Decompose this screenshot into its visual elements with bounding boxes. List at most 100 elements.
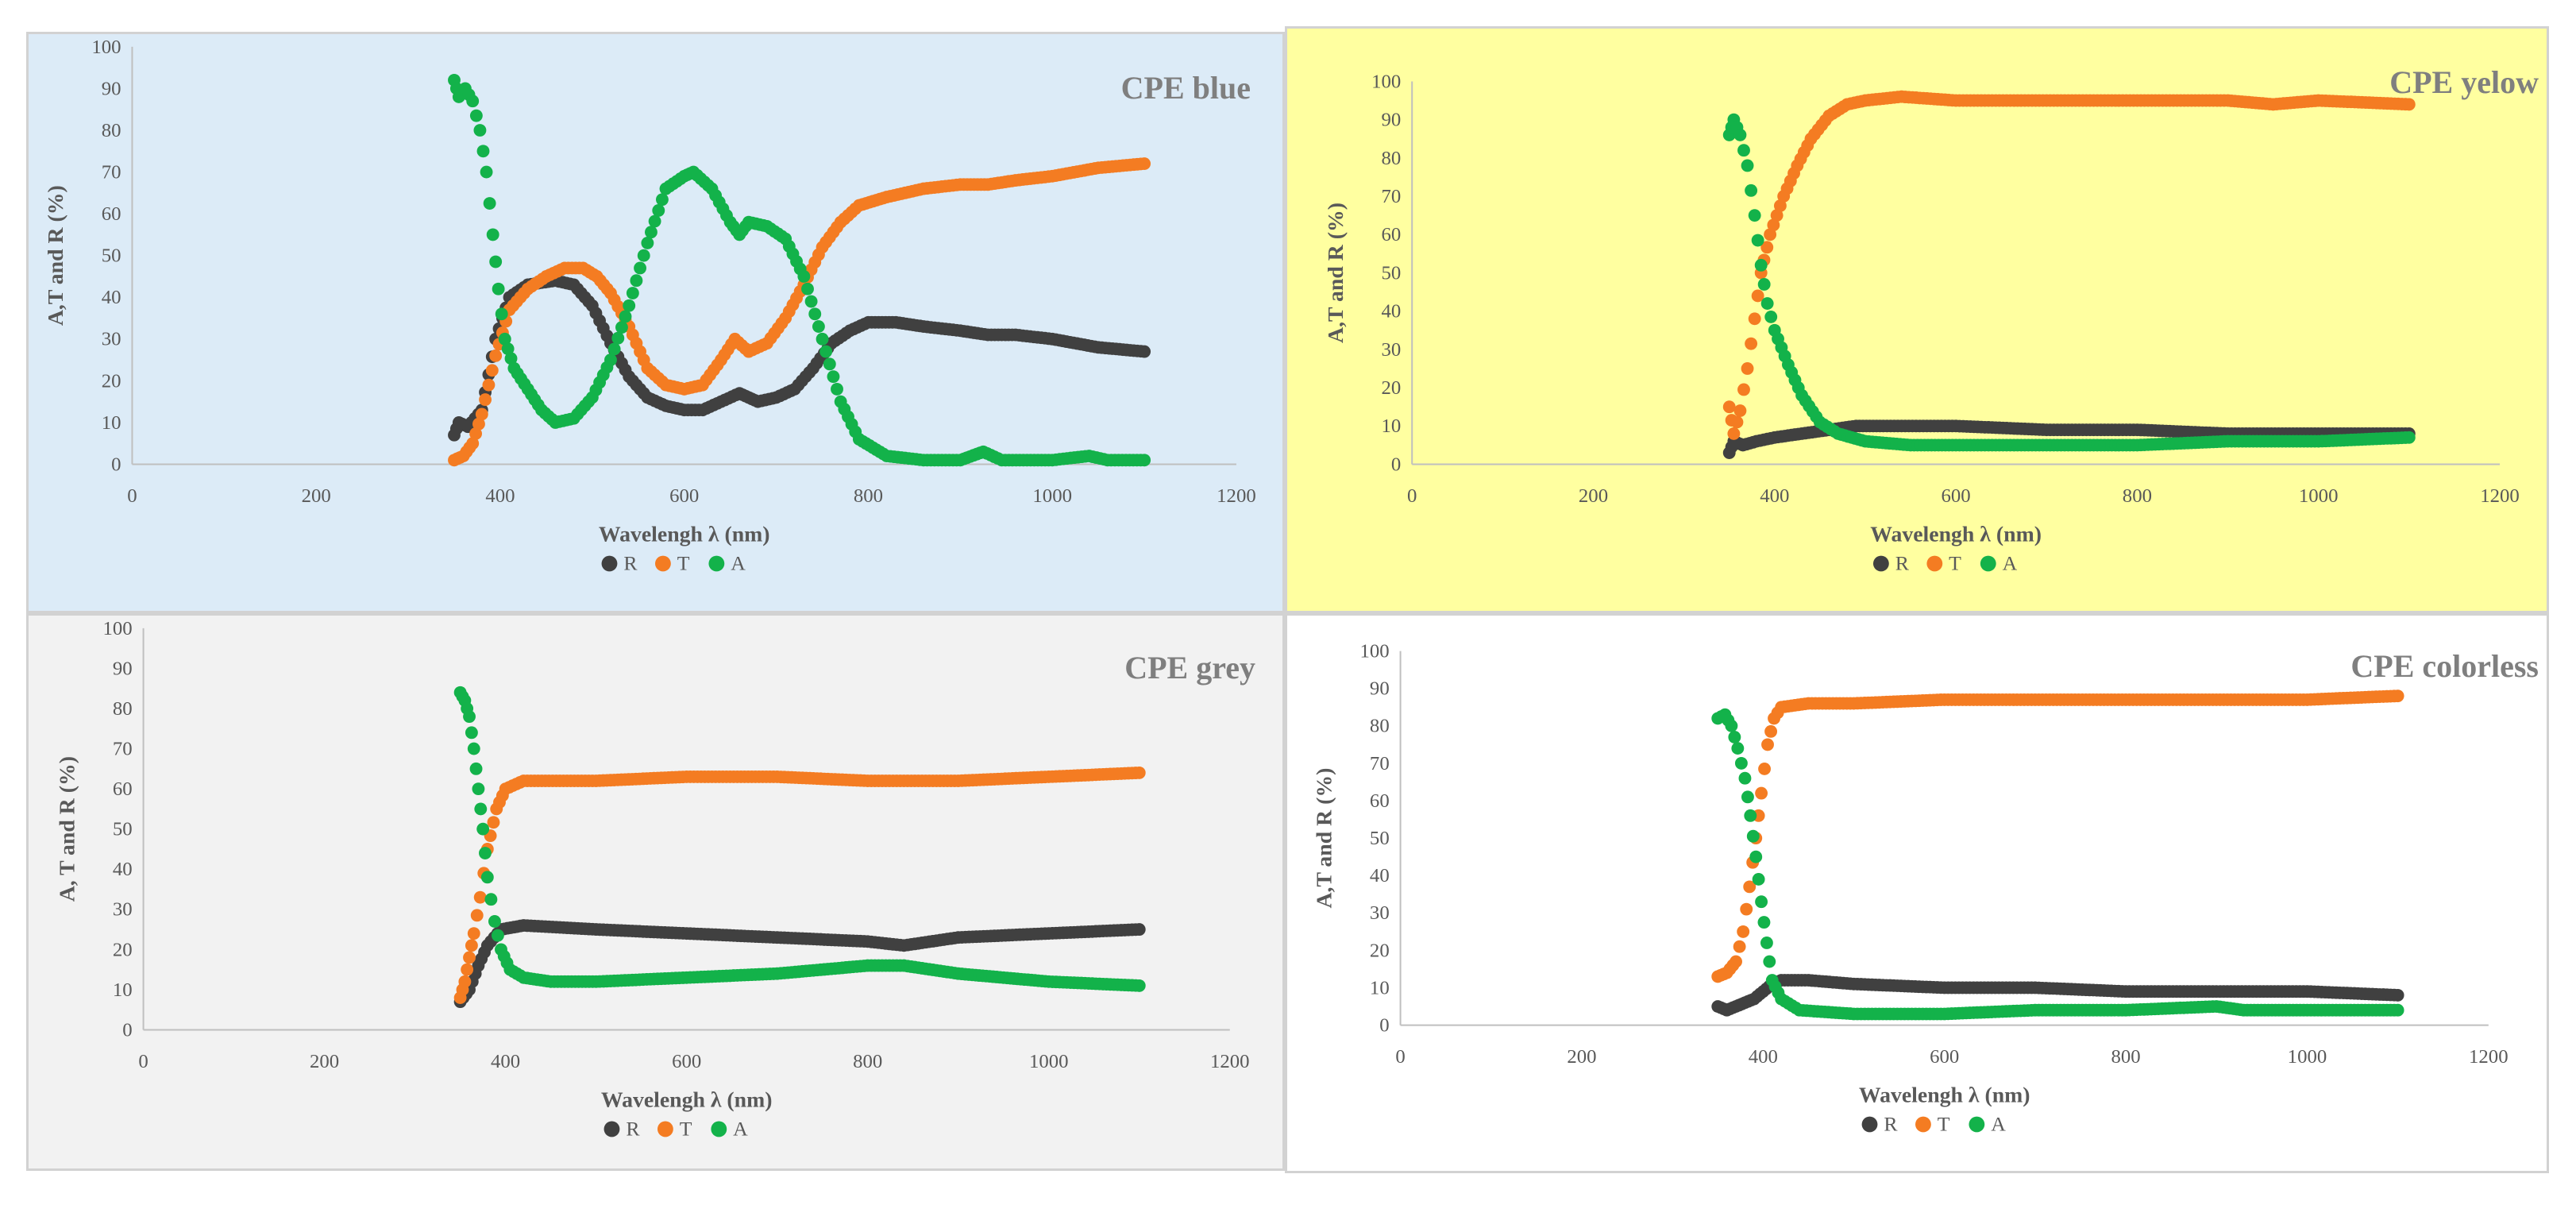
data-point-A (472, 782, 485, 796)
data-point-T (1730, 415, 1744, 429)
chart-title: CPE blue (1120, 70, 1251, 106)
data-point-A (604, 353, 617, 367)
data-point-T (479, 393, 492, 407)
data-point-A (479, 847, 492, 859)
y-axis-title: A,T and R (%) (1312, 768, 1336, 909)
y-axis-title: A,T and R (%) (44, 185, 68, 326)
data-point-T (475, 407, 488, 421)
data-point-A (630, 274, 643, 288)
chart-title: CPE grey (1124, 650, 1255, 686)
x-axis-title: Wavelengh λ (nm) (1870, 523, 2042, 547)
data-point-A (655, 193, 669, 207)
legend-label-R: R (626, 1117, 640, 1140)
data-point-T (2402, 98, 2416, 111)
data-point-A (1755, 895, 1768, 909)
data-point-A (476, 822, 490, 836)
y-tick-label: 70 (1370, 753, 1390, 774)
series-T (453, 766, 1146, 1004)
data-point-A (623, 299, 636, 312)
x-tick-label: 1200 (1210, 1051, 1250, 1072)
x-tick-label: 200 (302, 485, 331, 507)
y-tick-label: 100 (91, 37, 121, 58)
data-point-T (1764, 228, 1777, 241)
data-point-T (1733, 940, 1746, 953)
legend-label-T: T (680, 1117, 692, 1140)
y-tick-label: 10 (1382, 415, 1402, 437)
y-tick-label: 20 (113, 939, 133, 960)
x-tick-label: 1200 (2469, 1046, 2509, 1068)
x-axis-title: Wavelengh λ (nm) (599, 523, 770, 547)
y-tick-label: 20 (1382, 377, 1402, 399)
y-tick-label: 60 (1370, 790, 1390, 812)
data-point-A (1132, 979, 1146, 992)
data-point-A (808, 307, 822, 321)
data-point-T (461, 963, 474, 976)
y-tick-label: 90 (113, 658, 133, 679)
data-point-A (641, 236, 654, 249)
chart-panel-blue: 0 10 20 30 40 50 60 70 80 90 100 0 200 400 600 800 1000 1… (26, 32, 1285, 613)
x-tick-label: 600 (1930, 1046, 1959, 1068)
y-tick-label: 60 (1382, 224, 1402, 245)
data-point-T (1743, 880, 1757, 894)
legend-label-A: A (731, 551, 746, 574)
data-point-A (474, 802, 488, 816)
x-tick-label: 600 (669, 485, 699, 507)
y-tick-label: 60 (102, 203, 121, 225)
data-point-A (611, 331, 625, 345)
x-tick-label: 1000 (2299, 485, 2339, 507)
data-point-T (489, 349, 503, 362)
data-point-T (1748, 312, 1761, 326)
legend-label-T: T (1949, 551, 1961, 574)
chart-title: CPE yelow (2389, 64, 2539, 100)
y-tick-label: 100 (1371, 71, 1401, 92)
data-point-T (1741, 362, 1754, 375)
x-tick-label: 1200 (2480, 485, 2520, 507)
data-point-A (827, 370, 840, 384)
y-tick-label: 10 (1370, 977, 1390, 998)
data-point-A (489, 255, 503, 268)
data-point-A (637, 249, 650, 262)
x-tick-label: 800 (853, 1051, 882, 1072)
chart-panel-colorless: 0 10 20 30 40 50 60 70 80 90 100 0 200 400 600 800 1000 1… (1285, 613, 2549, 1173)
series-T (1711, 689, 2404, 983)
y-tick-label: 0 (1391, 454, 1401, 475)
y-tick-label: 80 (102, 120, 121, 141)
data-point-A (1738, 771, 1752, 785)
legend-marker-R (604, 1121, 620, 1137)
legend-marker-R (601, 555, 618, 572)
x-axis-title: Wavelengh λ (nm) (1859, 1083, 2030, 1108)
data-point-R (2391, 988, 2404, 1002)
legend-label-A: A (2003, 551, 2018, 574)
data-point-A (819, 345, 833, 358)
x-tick-label: 0 (1407, 485, 1417, 507)
y-axis-title: A, T and R (%) (55, 756, 79, 902)
data-point-A (476, 145, 490, 158)
data-point-T (1770, 209, 1784, 222)
legend-label-R: R (623, 551, 638, 574)
data-point-A (645, 226, 657, 239)
data-point-A (486, 228, 499, 241)
y-tick-label: 20 (102, 370, 121, 392)
chart-title: CPE colorless (2350, 648, 2539, 684)
legend-marker-R (1861, 1116, 1878, 1133)
series-T (1722, 90, 2416, 440)
legend-marker-A (711, 1121, 727, 1137)
x-tick-label: 400 (1749, 1046, 1778, 1068)
data-point-A (504, 352, 518, 365)
x-tick-label: 200 (310, 1051, 339, 1072)
chart-panel-yellow: 0 10 20 30 40 50 60 70 80 90 100 0 200 400 600 800 1000 1… (1285, 26, 2549, 613)
data-point-T (463, 951, 476, 964)
x-tick-label: 400 (1760, 485, 1789, 507)
data-point-T (1751, 289, 1764, 303)
series-T (448, 157, 1151, 467)
y-tick-label: 40 (113, 859, 133, 880)
data-point-A (1752, 873, 1765, 886)
data-point-T (466, 437, 480, 450)
x-tick-label: 1000 (1032, 485, 1072, 507)
data-point-T (1767, 218, 1780, 232)
legend-marker-A (1969, 1116, 1985, 1133)
data-point-A (498, 332, 511, 346)
